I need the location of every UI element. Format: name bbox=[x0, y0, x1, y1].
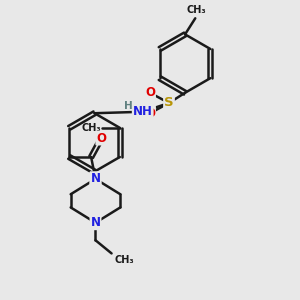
Text: S: S bbox=[164, 97, 174, 110]
Text: CH₃: CH₃ bbox=[187, 5, 206, 15]
Text: H: H bbox=[124, 101, 133, 111]
Text: N: N bbox=[91, 172, 100, 185]
Text: CH₃: CH₃ bbox=[115, 255, 134, 265]
Text: O: O bbox=[96, 131, 106, 145]
Text: O: O bbox=[145, 86, 155, 99]
Text: N: N bbox=[91, 216, 100, 229]
Text: N: N bbox=[91, 172, 100, 185]
Text: O: O bbox=[145, 107, 155, 120]
Text: NH: NH bbox=[133, 105, 153, 118]
Text: CH₃: CH₃ bbox=[81, 123, 101, 133]
